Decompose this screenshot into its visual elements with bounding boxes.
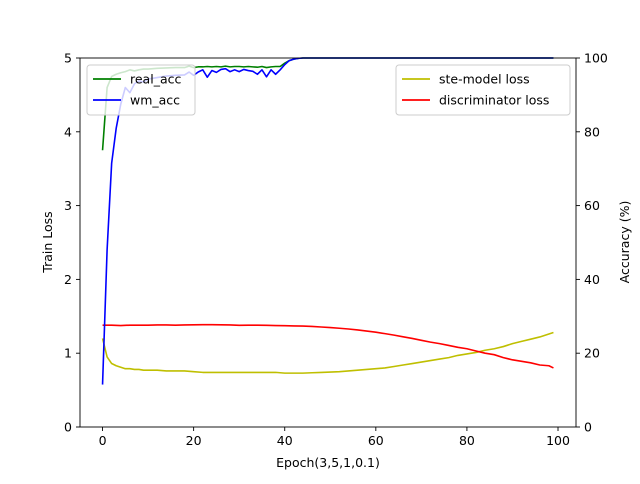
- y-left-tick-label: 2: [64, 272, 72, 287]
- y-right-tick-label: 100: [584, 51, 608, 66]
- axes: 0 20 40 60 80 100 0 1 2 3 4 5 0 20 40 60 80 100: [64, 51, 608, 449]
- y-right-tick-label: 0: [584, 420, 592, 435]
- y-left-tick-label: 1: [64, 346, 72, 361]
- legend-label-ste-model-loss: ste-model loss: [439, 72, 530, 87]
- y-left-tick-label: 3: [64, 198, 72, 213]
- legend-upper-right: ste-model loss discriminator loss: [395, 64, 571, 116]
- x-tick-label: 60: [368, 433, 384, 448]
- y-axis-label-right: Accuracy (%): [617, 201, 632, 284]
- y-right-tick-label: 80: [584, 124, 600, 139]
- x-tick-label: 20: [186, 433, 202, 448]
- legend-box: [86, 64, 196, 116]
- x-tick-label: 0: [99, 433, 107, 448]
- legend-label-discriminator-loss: discriminator loss: [439, 93, 549, 108]
- legend-label-wm_acc: wm_acc: [130, 93, 180, 108]
- legend-box: [395, 64, 571, 116]
- y-left-tick-label: 4: [64, 124, 72, 139]
- x-tick-label: 80: [459, 433, 475, 448]
- series-line-discriminator-loss: [102, 323, 554, 369]
- legend-label-real_acc: real_acc: [130, 72, 181, 87]
- y-axis-label-left: Train Loss: [40, 211, 55, 273]
- axes-frame: [79, 57, 577, 428]
- x-axis-label: Epoch(3,5,1,0.1): [276, 455, 380, 470]
- x-tick-label: 100: [546, 433, 570, 448]
- legend-upper-left: real_acc wm_acc: [86, 64, 196, 116]
- x-tick-label: 40: [277, 433, 293, 448]
- y-right-tick-label: 60: [584, 198, 600, 213]
- y-right-tick-label: 20: [584, 346, 600, 361]
- y-right-tick-label: 40: [584, 272, 600, 287]
- y-left-tick-label: 5: [64, 51, 72, 66]
- series-line-ste-model-loss: [101, 331, 554, 374]
- y-left-tick-label: 0: [64, 420, 72, 435]
